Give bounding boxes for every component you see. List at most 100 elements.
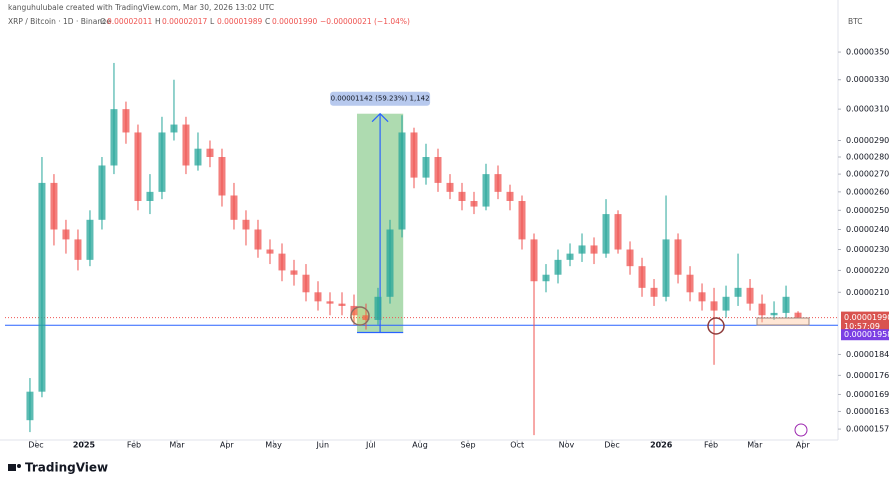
candle-body [26, 391, 34, 421]
x-tick-label: Apr [796, 441, 811, 450]
y-tick-label: 0.0000176 [846, 371, 889, 380]
candle-body [686, 274, 694, 293]
candle-body [146, 191, 154, 201]
y-tick-label: 0.0000280 [846, 153, 889, 162]
candle-body [650, 287, 658, 297]
x-tick-label: Feb [704, 441, 718, 450]
candle-body [506, 191, 514, 201]
candle-body [458, 191, 466, 201]
hline-box [841, 329, 889, 341]
y-tick-label: 0.0000260 [846, 187, 889, 196]
ohlc-value: 0.00001989 [217, 17, 263, 26]
candle-body [470, 200, 478, 207]
change: −0.00000021 (−1.04%) [320, 17, 410, 26]
candle-body [218, 157, 226, 196]
candle-body [578, 245, 586, 254]
candle-body [278, 253, 286, 271]
logo-text: TradingView [25, 461, 108, 475]
x-tick-label: Nov [559, 441, 575, 450]
x-tick-label: May [265, 441, 282, 450]
y-tick-label: 0.0000163 [846, 407, 889, 416]
y-tick-label: 0.0000270 [846, 170, 889, 179]
candle-body [494, 174, 502, 192]
y-tick-label: 0.0000220 [846, 266, 889, 275]
candle-body [590, 245, 598, 254]
candle-body [566, 253, 574, 260]
last-price-box [841, 311, 889, 333]
x-tick-label: 2025 [73, 441, 96, 450]
candle-body [50, 182, 58, 230]
logo-mark [17, 464, 21, 468]
y-tick-label: 0.0000169 [846, 390, 889, 399]
zone [756, 317, 810, 326]
y-tick-label: 0.0000350 [846, 48, 889, 57]
candle-body [206, 148, 214, 158]
candle-body [398, 132, 406, 230]
marker-circle [707, 317, 725, 335]
candle-body [614, 214, 622, 250]
y-tick-label: 0.0000310 [846, 105, 889, 114]
candle-body [626, 249, 634, 267]
candle-body [362, 315, 370, 320]
x-tick-label: Feb [127, 441, 141, 450]
measure-label-box [330, 91, 431, 106]
ohlc-label: H [155, 17, 161, 26]
candle-body [254, 229, 262, 250]
y-tick-label: 0.0000210 [846, 288, 889, 297]
candle-body [62, 229, 70, 240]
y-tick-label: 0.0000250 [846, 206, 889, 215]
candle-body [722, 296, 730, 311]
candle-body [230, 195, 238, 220]
candle-body [794, 312, 802, 318]
ohlc-value: 0.00002011 [107, 17, 153, 26]
candle-body [770, 312, 778, 316]
marker-circle [350, 306, 370, 326]
ohlc-value: 0.00001990 [272, 17, 318, 26]
candle-body [314, 292, 322, 302]
candle-body [170, 124, 178, 133]
candle-body [482, 174, 490, 207]
candle-body [542, 274, 550, 282]
candle-body [290, 270, 298, 275]
candle-body [122, 109, 130, 133]
candle-body [158, 132, 166, 192]
x-tick-label: Sep [460, 441, 475, 450]
x-tick-label: Apr [220, 441, 235, 450]
candle-body [554, 259, 562, 275]
hline-label: 0.00001958 [844, 330, 892, 339]
x-tick-label: Aug [412, 441, 428, 450]
candle-body [350, 305, 358, 316]
last-price-label: 0.00001990 [844, 313, 892, 322]
candle-body [746, 287, 754, 304]
candle-body [326, 301, 334, 304]
candle-body [266, 249, 274, 254]
y-tick-label: 0.0000240 [846, 225, 889, 234]
candle-body [698, 292, 706, 302]
y-tick-label: 0.0000230 [846, 245, 889, 254]
candle-body [602, 214, 610, 254]
ohlc-label: L [210, 17, 215, 26]
x-tick-label: Dec [28, 441, 43, 450]
y-tick-label: 0.0000290 [846, 136, 889, 145]
candle-body [134, 132, 142, 201]
candle-body [302, 274, 310, 293]
candle-body [74, 239, 82, 260]
candle-body [410, 132, 418, 178]
x-tick-label: 2026 [650, 441, 673, 450]
candle-body [782, 296, 790, 313]
candle-body [38, 182, 46, 392]
logo-mark [8, 464, 16, 471]
candle-body [446, 182, 454, 192]
goto-icon[interactable] [794, 423, 808, 437]
candle-body [338, 303, 346, 306]
logo: TradingView [8, 461, 108, 475]
candle-body [638, 266, 646, 288]
candle-body [734, 287, 742, 297]
candle-body [194, 148, 202, 166]
candle-body [386, 229, 394, 297]
x-tick-label: Mar [169, 441, 185, 450]
y-tick-label: 0.0000157 [846, 425, 889, 434]
candle-body [422, 157, 430, 178]
candle-body [758, 303, 766, 316]
